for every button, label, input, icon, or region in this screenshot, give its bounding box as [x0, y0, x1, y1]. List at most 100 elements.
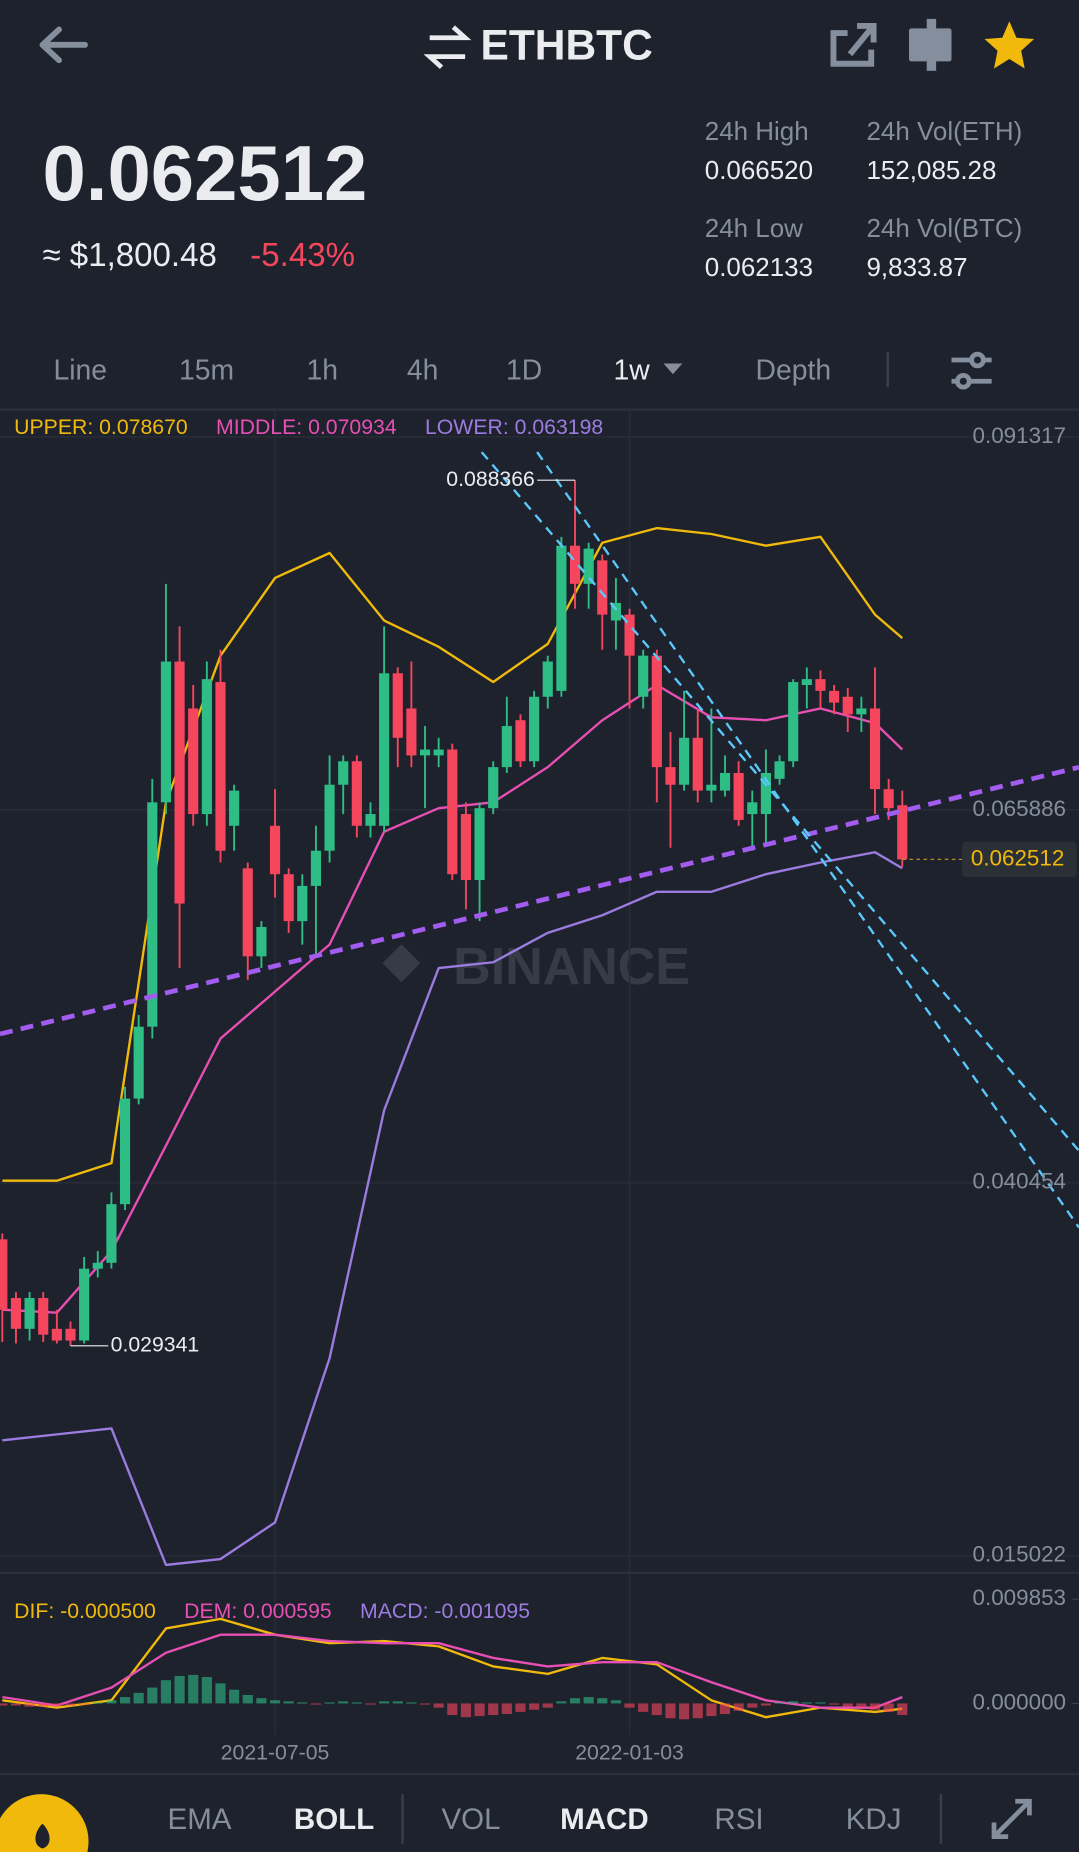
macd-bar	[692, 1703, 703, 1719]
candle-body	[733, 772, 744, 820]
swap-icon	[423, 25, 472, 70]
indicator-tab-active[interactable]: BOLL	[294, 1803, 374, 1836]
interval-tab[interactable]: 15m	[179, 354, 234, 386]
interval-tab[interactable]: 1D	[506, 354, 542, 386]
macd-bar	[419, 1703, 431, 1705]
macd-bar	[406, 1702, 417, 1704]
candle-body	[338, 761, 349, 785]
settings-button[interactable]	[951, 351, 992, 390]
macd-bar	[706, 1703, 717, 1717]
macd-bar	[229, 1689, 240, 1704]
stat-label: 24h Vol(ETH)	[867, 116, 1023, 146]
overlay: 2021-07-05 2022-01-03 0.091317 0.065886 0.04…	[14, 415, 1077, 1765]
candle-body	[679, 737, 690, 785]
indicator-tab[interactable]: KDJ	[846, 1803, 902, 1836]
compare-button[interactable]	[909, 18, 952, 71]
macd-bar	[556, 1701, 567, 1704]
macd-bar	[638, 1703, 649, 1712]
candle-body	[242, 868, 253, 957]
macd-bar	[897, 1703, 908, 1716]
macd-bar	[338, 1701, 349, 1704]
indicator-tab[interactable]: RSI	[714, 1803, 763, 1836]
candle-body	[392, 673, 403, 738]
candle-body	[883, 789, 894, 809]
candle-body	[406, 708, 417, 756]
candle-body	[638, 655, 649, 697]
indicator-tab[interactable]: EMA	[168, 1803, 232, 1836]
candle-body	[10, 1298, 22, 1329]
macd-bar	[747, 1703, 758, 1708]
macd-bar	[106, 1700, 117, 1704]
macd-bar	[160, 1680, 172, 1704]
interval-tab[interactable]: 4h	[407, 354, 439, 386]
candle-body	[269, 825, 281, 875]
trend-line[interactable]	[480, 451, 1079, 1152]
candle-body	[160, 661, 172, 803]
macd-bar	[10, 1703, 22, 1706]
indicator-tab[interactable]: VOL	[442, 1803, 501, 1836]
candle-body	[106, 1204, 117, 1263]
macd-bar	[297, 1702, 308, 1704]
macd-bar	[665, 1703, 676, 1719]
last-price-label: 0.062512	[971, 845, 1064, 870]
candle-body	[869, 708, 881, 790]
trend-line[interactable]	[0, 764, 1079, 1037]
candle-body	[624, 614, 635, 656]
candle-body	[692, 737, 703, 791]
legend-entry: DIF: -0.000500	[14, 1599, 156, 1623]
interval-tab[interactable]: 1h	[307, 354, 339, 386]
macd-bar	[651, 1703, 662, 1716]
macd-bar	[242, 1694, 253, 1704]
indicator-line	[2, 851, 903, 1567]
candle-body	[447, 749, 458, 875]
macd-bar	[310, 1703, 322, 1705]
macd-bar	[474, 1703, 485, 1717]
candle-body	[188, 708, 199, 815]
indicator-tab-active[interactable]: MACD	[560, 1803, 649, 1836]
x-tick-label: 2022-01-03	[575, 1741, 684, 1765]
last-price-box	[962, 841, 1077, 878]
candle-body	[297, 885, 308, 922]
candle-body	[256, 926, 267, 957]
back-button[interactable]	[39, 26, 88, 64]
candle-body	[651, 655, 662, 768]
candle-body	[488, 767, 499, 809]
y-tick-label: 0.065886	[973, 796, 1066, 821]
macd-bar	[788, 1701, 799, 1704]
candle-body	[815, 679, 826, 691]
candle-body	[215, 682, 226, 851]
usd-price: ≈ $1,800.48	[42, 237, 216, 274]
candle-body	[229, 790, 240, 826]
interval-tab[interactable]: Line	[53, 354, 107, 386]
candle-body	[310, 850, 322, 886]
legend-entry: LOWER: 0.063198	[425, 415, 603, 439]
y-tick-label: 0.040454	[973, 1169, 1066, 1194]
candle-body	[51, 1328, 62, 1341]
stat-label: 24h Low	[705, 213, 803, 243]
macd-bar	[201, 1677, 212, 1704]
macd-bar	[51, 1703, 62, 1706]
interval-tab-active[interactable]: 1w	[613, 354, 650, 386]
trend-line[interactable]	[536, 451, 1079, 1229]
candle-body	[856, 708, 867, 715]
macd-bar	[815, 1702, 826, 1704]
macd-bar	[488, 1703, 499, 1716]
candle-body	[842, 696, 853, 715]
macd-bar	[501, 1703, 512, 1715]
candle-body	[351, 761, 362, 826]
share-button[interactable]	[830, 23, 877, 67]
macd-bar	[24, 1703, 35, 1707]
pair-title[interactable]: ETHBTC	[480, 23, 652, 70]
macd-bar	[38, 1703, 49, 1707]
watermark: BINANCE	[382, 938, 690, 996]
candle-body	[597, 560, 608, 615]
fullscreen-button[interactable]	[991, 1798, 1032, 1840]
favorite-star[interactable]	[984, 21, 1035, 69]
candle-body	[610, 602, 622, 621]
promo-button[interactable]	[0, 1794, 89, 1852]
interval-tab[interactable]: Depth	[756, 354, 832, 386]
candle-body	[529, 696, 540, 762]
candle-body	[569, 545, 581, 584]
stat-value: 0.062133	[705, 252, 813, 282]
